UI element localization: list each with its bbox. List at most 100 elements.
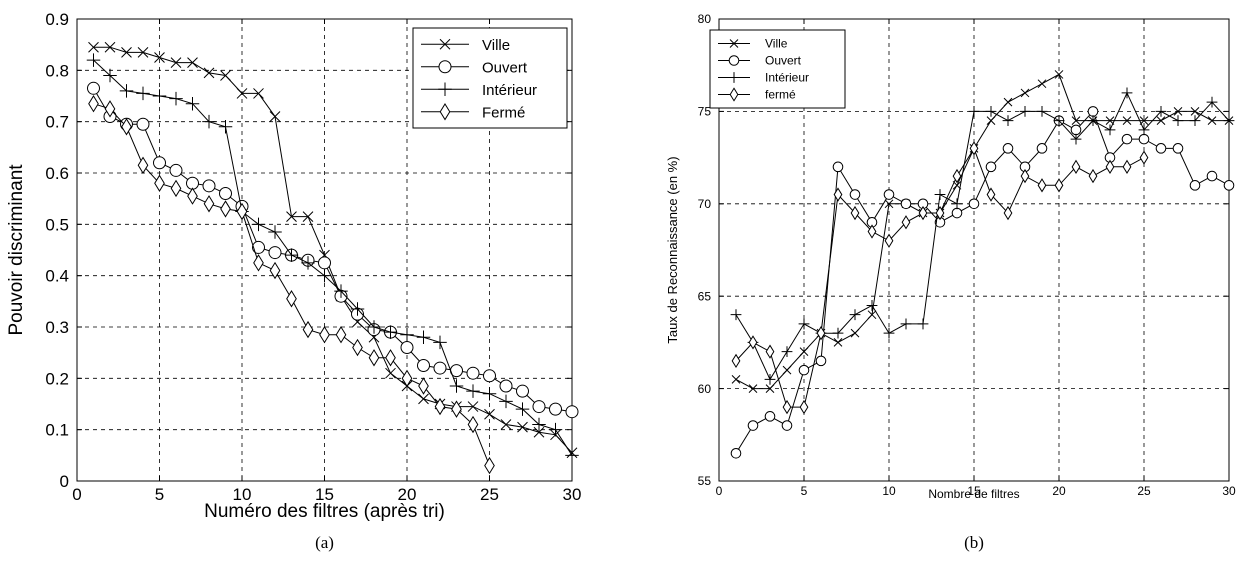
data-point (764, 411, 776, 422)
data-point (951, 198, 963, 210)
data-point (765, 344, 775, 359)
legend-entry-label: fermé (765, 88, 796, 102)
data-point (170, 179, 182, 198)
data-point (154, 174, 165, 192)
data-point (782, 365, 792, 375)
data-point (121, 118, 132, 136)
data-point (286, 290, 297, 308)
y-tick-label: 0 (60, 472, 69, 491)
data-point (884, 199, 894, 209)
data-point (417, 359, 430, 372)
data-point (532, 400, 546, 414)
data-point (87, 81, 100, 95)
legend: Ville Ouvert Intérieur fermé (709, 29, 846, 109)
data-point (284, 248, 299, 262)
data-point (1087, 106, 1099, 117)
data-point (104, 100, 116, 118)
data-point (136, 86, 150, 101)
data-point (269, 111, 281, 122)
legend-marker (729, 39, 739, 48)
data-point (850, 328, 860, 338)
data-point (985, 161, 997, 173)
data-point (1121, 133, 1133, 145)
data-point (833, 187, 843, 202)
data-point (1002, 143, 1014, 154)
data-point (1189, 180, 1201, 191)
chart-a: 0 5 10 15 20 25 30 0 0.1 0.2 0.3 0.4 0.5 0.6 0.7 0.8 0.9… (6, 10, 581, 552)
data-point (833, 338, 843, 347)
data-point (334, 284, 348, 298)
data-point (1122, 116, 1132, 125)
data-point (1037, 79, 1047, 89)
data-point (121, 47, 132, 58)
data-point (781, 346, 793, 358)
legend-marker (728, 55, 740, 66)
data-point (103, 68, 117, 83)
data-point (1088, 168, 1098, 184)
y-tick-label: 0.7 (45, 113, 69, 132)
x-tick-label: 20 (398, 485, 417, 504)
data-point (451, 400, 462, 418)
y-axis-label: Taux de Reconnaissance (en %) (665, 156, 680, 343)
data-point (866, 300, 878, 311)
data-point (952, 168, 962, 184)
data-point (187, 187, 198, 205)
y-tick-label: 0.1 (45, 421, 69, 440)
data-point (318, 256, 331, 270)
data-point (1122, 159, 1132, 174)
x-tick-label: 30 (1222, 484, 1236, 498)
data-point (918, 205, 928, 221)
data-point (731, 375, 741, 384)
data-point (169, 91, 183, 106)
data-point (1121, 87, 1133, 99)
data-point (1054, 178, 1064, 193)
data-point (883, 327, 895, 339)
data-point (302, 211, 314, 222)
figure-caption: (a) (315, 533, 334, 552)
data-point (483, 369, 496, 383)
data-point (137, 156, 149, 175)
data-point (799, 399, 809, 415)
data-point (1037, 178, 1047, 193)
legend-entry-label: Fermé (482, 105, 525, 122)
x-tick-label: 30 (563, 485, 582, 504)
data-point (119, 84, 134, 98)
data-point (301, 256, 315, 270)
data-point (169, 163, 183, 177)
series-line (93, 46, 573, 454)
data-point (88, 94, 99, 113)
data-point (418, 377, 429, 395)
data-point (1189, 115, 1201, 127)
data-point (152, 89, 167, 103)
data-point (548, 422, 563, 437)
data-point (317, 268, 332, 283)
legend-marker (439, 103, 451, 121)
data-point (416, 330, 431, 345)
data-point (748, 384, 758, 393)
data-point (730, 309, 742, 321)
legend-entry-label: Ville (482, 37, 510, 54)
data-point (832, 327, 844, 339)
legend: Ville Ouvert Intérieur Fermé (412, 27, 568, 129)
data-point (1071, 159, 1081, 174)
data-point (867, 310, 877, 320)
data-point (815, 355, 827, 367)
y-tick-label: 0.4 (45, 267, 69, 286)
y-tick-label: 60 (698, 382, 712, 396)
x-axis-label: Nombre de filtres (928, 487, 1019, 501)
data-point (368, 349, 380, 367)
data-point (286, 211, 297, 222)
data-point (500, 419, 512, 430)
data-point (350, 302, 365, 316)
data-point (482, 386, 497, 401)
data-point (901, 215, 911, 230)
y-tick-label: 75 (698, 105, 712, 119)
data-point (867, 224, 877, 239)
x-tick-label: 25 (1137, 484, 1151, 498)
data-point (985, 106, 997, 117)
data-point (153, 156, 166, 170)
data-point (418, 393, 429, 405)
x-tick-label: 10 (882, 484, 896, 498)
data-point (86, 53, 101, 67)
data-point (900, 318, 912, 330)
